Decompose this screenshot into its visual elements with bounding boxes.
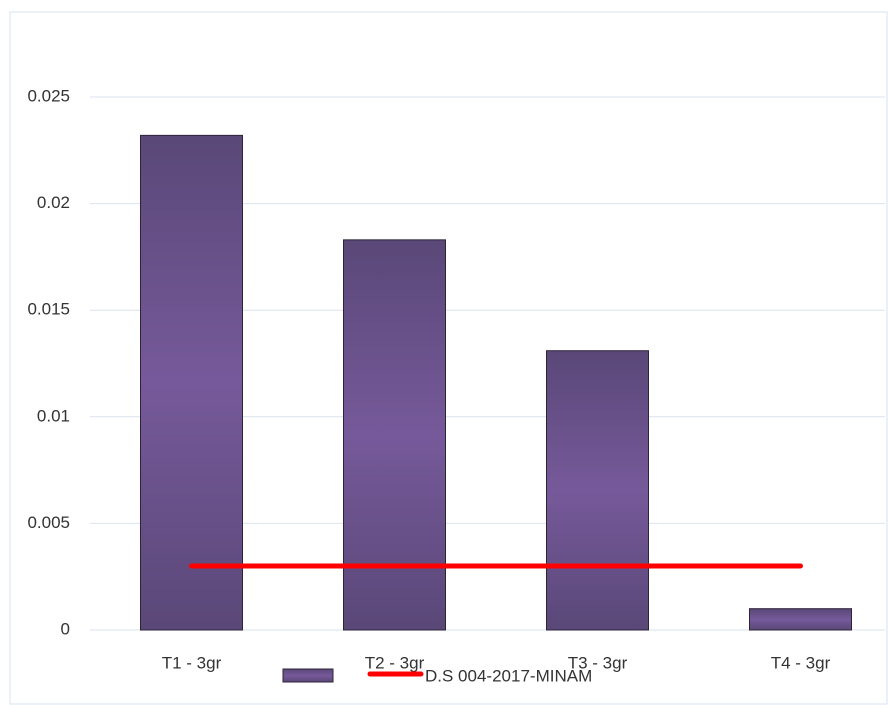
y-tick-label: 0.015 [27,300,70,319]
bar [546,350,649,631]
bar [140,134,243,631]
legend-label: D.S 004-2017-MINAM [425,666,592,685]
x-tick-label: T4 - 3gr [771,653,831,672]
bar [749,608,852,631]
y-tick-label: 0.025 [27,86,70,105]
x-tick-label: T2 - 3gr [365,653,425,672]
y-tick-label: 0 [61,619,70,638]
legend-swatch [282,668,334,683]
x-tick-label: T3 - 3gr [568,653,628,672]
y-tick-label: 0.005 [27,513,70,532]
y-tick-label: 0.01 [37,406,70,425]
x-tick-label: T1 - 3gr [162,653,222,672]
y-tick-label: 0.02 [37,193,70,212]
bar [343,239,446,631]
